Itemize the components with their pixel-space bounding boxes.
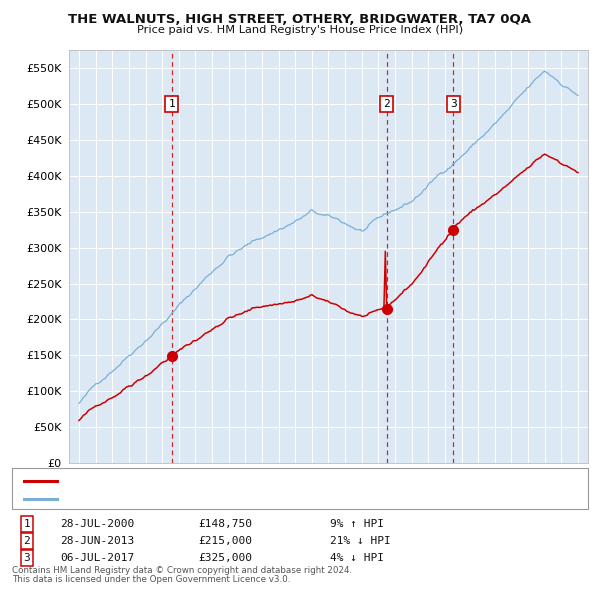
Text: 1: 1 [168, 99, 175, 109]
Text: 4% ↓ HPI: 4% ↓ HPI [330, 553, 384, 563]
Text: 28-JUL-2000: 28-JUL-2000 [60, 519, 134, 529]
Text: 3: 3 [450, 99, 457, 109]
Text: THE WALNUTS, HIGH STREET, OTHERY, BRIDGWATER, TA7 0QA: THE WALNUTS, HIGH STREET, OTHERY, BRIDGW… [68, 13, 532, 26]
Text: £325,000: £325,000 [198, 553, 252, 563]
Text: 2: 2 [383, 99, 390, 109]
Text: THE WALNUTS, HIGH STREET, OTHERY, BRIDGWATER, TA7 0QA (detached house): THE WALNUTS, HIGH STREET, OTHERY, BRIDGW… [60, 476, 480, 486]
Text: HPI: Average price, detached house, Somerset: HPI: Average price, detached house, Some… [60, 494, 324, 503]
Text: 21% ↓ HPI: 21% ↓ HPI [330, 536, 391, 546]
Text: £215,000: £215,000 [198, 536, 252, 546]
Text: 28-JUN-2013: 28-JUN-2013 [60, 536, 134, 546]
Text: Price paid vs. HM Land Registry's House Price Index (HPI): Price paid vs. HM Land Registry's House … [137, 25, 463, 35]
Text: 9% ↑ HPI: 9% ↑ HPI [330, 519, 384, 529]
Text: 3: 3 [23, 553, 31, 563]
Text: 06-JUL-2017: 06-JUL-2017 [60, 553, 134, 563]
Text: £148,750: £148,750 [198, 519, 252, 529]
Text: 2: 2 [23, 536, 31, 546]
Text: 1: 1 [23, 519, 31, 529]
Text: Contains HM Land Registry data © Crown copyright and database right 2024.: Contains HM Land Registry data © Crown c… [12, 566, 352, 575]
Text: This data is licensed under the Open Government Licence v3.0.: This data is licensed under the Open Gov… [12, 575, 290, 584]
